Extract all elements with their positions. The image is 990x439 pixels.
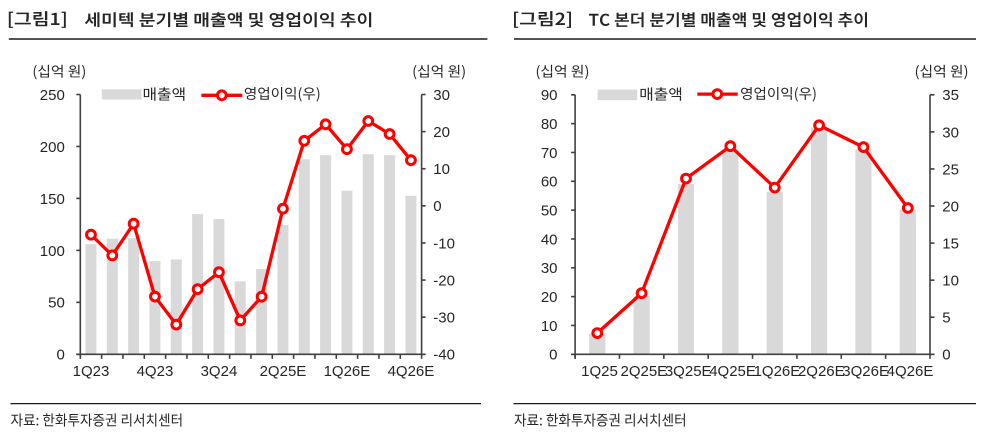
svg-text:3Q24: 3Q24 [201, 363, 238, 380]
svg-text:0: 0 [549, 347, 557, 364]
svg-text:0: 0 [942, 347, 950, 364]
svg-text:30: 30 [942, 124, 959, 141]
svg-text:50: 50 [48, 295, 65, 312]
svg-text:100: 100 [40, 243, 65, 260]
svg-text:90: 90 [541, 87, 558, 104]
svg-text:3Q26E: 3Q26E [842, 363, 889, 380]
svg-text:1Q26E: 1Q26E [324, 363, 371, 380]
svg-text:5: 5 [942, 310, 950, 327]
svg-text:4Q26E: 4Q26E [388, 363, 435, 380]
svg-text:3Q25E: 3Q25E [665, 363, 712, 380]
svg-text:10: 10 [433, 161, 450, 178]
svg-text:60: 60 [541, 174, 558, 191]
svg-text:4Q23: 4Q23 [137, 363, 174, 380]
svg-text:-10: -10 [433, 235, 455, 252]
svg-text:150: 150 [40, 191, 65, 208]
svg-text:70: 70 [541, 145, 558, 162]
svg-text:0: 0 [433, 198, 441, 215]
svg-text:1Q25: 1Q25 [581, 363, 618, 380]
svg-text:50: 50 [541, 203, 558, 220]
svg-text:-40: -40 [433, 347, 455, 364]
svg-text:250: 250 [40, 87, 65, 104]
svg-text:1Q23: 1Q23 [73, 363, 110, 380]
svg-text:4Q26E: 4Q26E [887, 363, 934, 380]
svg-text:200: 200 [40, 139, 65, 156]
svg-text:0: 0 [56, 347, 64, 364]
svg-text:30: 30 [433, 87, 450, 104]
svg-text:4Q25E: 4Q25E [709, 363, 756, 380]
svg-text:30: 30 [541, 260, 558, 277]
svg-text:25: 25 [942, 161, 959, 178]
svg-text:2Q26E: 2Q26E [798, 363, 845, 380]
svg-text:2Q25E: 2Q25E [260, 363, 307, 380]
svg-text:1Q26E: 1Q26E [754, 363, 801, 380]
svg-text:80: 80 [541, 116, 558, 133]
svg-text:15: 15 [942, 235, 959, 252]
svg-text:2Q25E: 2Q25E [620, 363, 667, 380]
svg-text:20: 20 [541, 289, 558, 306]
svg-text:10: 10 [942, 273, 959, 290]
svg-text:-20: -20 [433, 272, 455, 289]
svg-text:10: 10 [541, 318, 558, 335]
svg-text:-30: -30 [433, 310, 455, 327]
svg-text:20: 20 [433, 124, 450, 141]
svg-text:35: 35 [942, 87, 959, 104]
svg-text:40: 40 [541, 231, 558, 248]
svg-text:20: 20 [942, 198, 959, 215]
